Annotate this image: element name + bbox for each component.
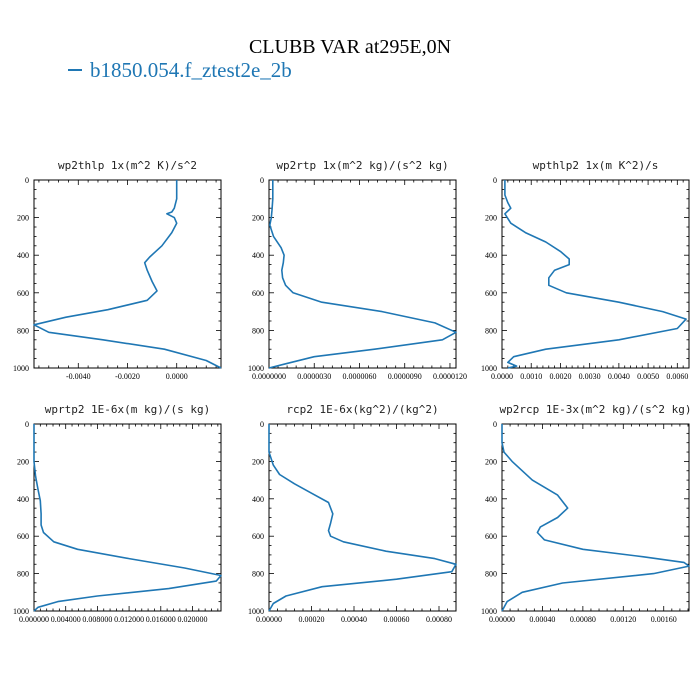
panel-title: wp2rcp 1E-3x(m^2 kg)/(s^2 kg) <box>499 403 691 416</box>
x-tick-label: 0.0040 <box>608 372 630 381</box>
y-tick-label: 800 <box>485 326 497 335</box>
plot-frame <box>33 179 222 369</box>
y-tick-label: 1000 <box>481 607 497 616</box>
y-tick-label: 800 <box>252 326 264 335</box>
y-tick-label: 400 <box>252 495 264 504</box>
series-line <box>33 180 222 369</box>
y-tick-label: 0 <box>493 420 497 429</box>
x-tick-label: 0.0000120 <box>433 372 467 381</box>
series-line <box>504 180 687 369</box>
panel-title: wprtp2 1E-6x(m kg)/(s kg) <box>45 403 211 416</box>
y-tick-label: 400 <box>17 495 29 504</box>
x-tick-label: 0.0000 <box>491 372 513 381</box>
panel-title: rcp2 1E-6x(kg^2)/(kg^2) <box>286 403 438 416</box>
x-tick-label: 0.00020 <box>299 615 325 624</box>
panel-3: wpthlp2 1x(m K^2)/s020040060080010000.00… <box>481 159 690 381</box>
x-tick-label: -0.0040 <box>66 372 91 381</box>
y-tick-label: 1000 <box>13 607 29 616</box>
y-tick-label: 800 <box>17 570 29 579</box>
legend-label: b1850.054.f_ztest2e_2b <box>90 58 292 82</box>
x-tick-label: 0.00000 <box>256 615 282 624</box>
y-tick-label: 600 <box>17 289 29 298</box>
x-tick-label: 0.0020 <box>549 372 571 381</box>
y-tick-label: 1000 <box>13 364 29 373</box>
plot-frame <box>501 423 690 612</box>
x-tick-label: 0.00080 <box>426 615 452 624</box>
x-tick-label: 0.0000060 <box>342 372 376 381</box>
x-tick-label: 0.0000030 <box>297 372 331 381</box>
y-tick-label: 800 <box>485 570 497 579</box>
y-tick-label: 1000 <box>248 364 264 373</box>
y-tick-label: 200 <box>17 457 29 466</box>
legend: b1850.054.f_ztest2e_2b <box>68 58 292 83</box>
x-tick-label: 0.020000 <box>177 615 207 624</box>
y-tick-label: 600 <box>485 289 497 298</box>
y-tick-label: 600 <box>485 532 497 541</box>
y-tick-label: 0 <box>260 176 264 185</box>
y-tick-label: 600 <box>252 289 264 298</box>
series-line <box>501 424 690 612</box>
y-tick-label: 0 <box>25 176 29 185</box>
legend-line-swatch <box>68 69 82 72</box>
panel-1: wp2thlp 1x(m^2 K)/s^2 0 200 400 600 800 1000 -0… <box>13 159 222 381</box>
plot-frame <box>33 423 222 612</box>
panel-2: wp2rtp 1x(m^2 kg)/(s^2 kg) 0 200 400 600 800 1… <box>248 159 467 381</box>
y-tick-label: 600 <box>252 532 264 541</box>
y-tick-label: 600 <box>17 532 29 541</box>
y-tick-label: 800 <box>17 326 29 335</box>
x-tick-label: 0.00120 <box>610 615 636 624</box>
y-tick-label: 200 <box>17 214 29 223</box>
x-tick-label: -0.0020 <box>115 372 140 381</box>
y-tick-label: 400 <box>17 251 29 260</box>
x-tick-label: 0.0000000 <box>252 372 286 381</box>
figure-title: CLUBB VAR at295E,0N <box>248 36 452 58</box>
panel-5: rcp2 1E-6x(kg^2)/(kg^2) 0 200 400 600 800 1000… <box>248 403 457 624</box>
y-tick-label: 1000 <box>481 364 497 373</box>
y-tick-label: 0 <box>25 420 29 429</box>
y-tick-label: 200 <box>252 457 264 466</box>
x-tick-label: 0.000000 <box>19 615 49 624</box>
panel-title: wpthlp2 1x(m K^2)/s <box>533 159 659 172</box>
x-tick-label: 0.004000 <box>51 615 81 624</box>
y-tick-label: 800 <box>252 570 264 579</box>
x-tick-label: 0.00000 <box>489 615 515 624</box>
x-tick-label: 0.016000 <box>146 615 176 624</box>
y-tick-label: 400 <box>485 251 497 260</box>
y-tick-label: 200 <box>485 214 497 223</box>
x-tick-label: 0.00040 <box>341 615 367 624</box>
x-tick-label: 0.0000090 <box>388 372 422 381</box>
x-tick-label: 0.0030 <box>579 372 601 381</box>
y-tick-label: 400 <box>485 495 497 504</box>
y-tick-label: 400 <box>252 251 264 260</box>
y-tick-label: 1000 <box>248 607 264 616</box>
series-line <box>268 424 457 612</box>
x-tick-label: 0.00040 <box>529 615 555 624</box>
x-tick-label: 0.0060 <box>666 372 688 381</box>
x-tick-label: 0.00160 <box>651 615 677 624</box>
x-tick-label: 0.00080 <box>570 615 596 624</box>
x-tick-label: 0.0050 <box>637 372 659 381</box>
y-tick-label: 200 <box>252 214 264 223</box>
x-tick-label: 0.012000 <box>114 615 144 624</box>
panel-title: wp2rtp 1x(m^2 kg)/(s^2 kg) <box>276 159 448 172</box>
plot-frame <box>501 179 690 369</box>
y-tick-label: 0 <box>493 176 497 185</box>
y-tick-label: 200 <box>485 457 497 466</box>
y-tick-label: 0 <box>260 420 264 429</box>
plot-frame <box>268 179 457 369</box>
panel-4: wprtp2 1E-6x(m kg)/(s kg) 0 200 400 600 800 10… <box>13 403 222 624</box>
x-tick-label: 0.00060 <box>384 615 410 624</box>
x-tick-label: 0.0010 <box>520 372 542 381</box>
series-line <box>268 180 457 369</box>
series-line <box>33 424 222 612</box>
panel-6: wp2rcp 1E-3x(m^2 kg)/(s^2 kg)0 200 400 600 8… <box>481 403 692 624</box>
x-tick-label: 0.0000 <box>166 372 188 381</box>
x-tick-label: 0.008000 <box>82 615 112 624</box>
panel-title: wp2thlp 1x(m^2 K)/s^2 <box>58 159 197 172</box>
